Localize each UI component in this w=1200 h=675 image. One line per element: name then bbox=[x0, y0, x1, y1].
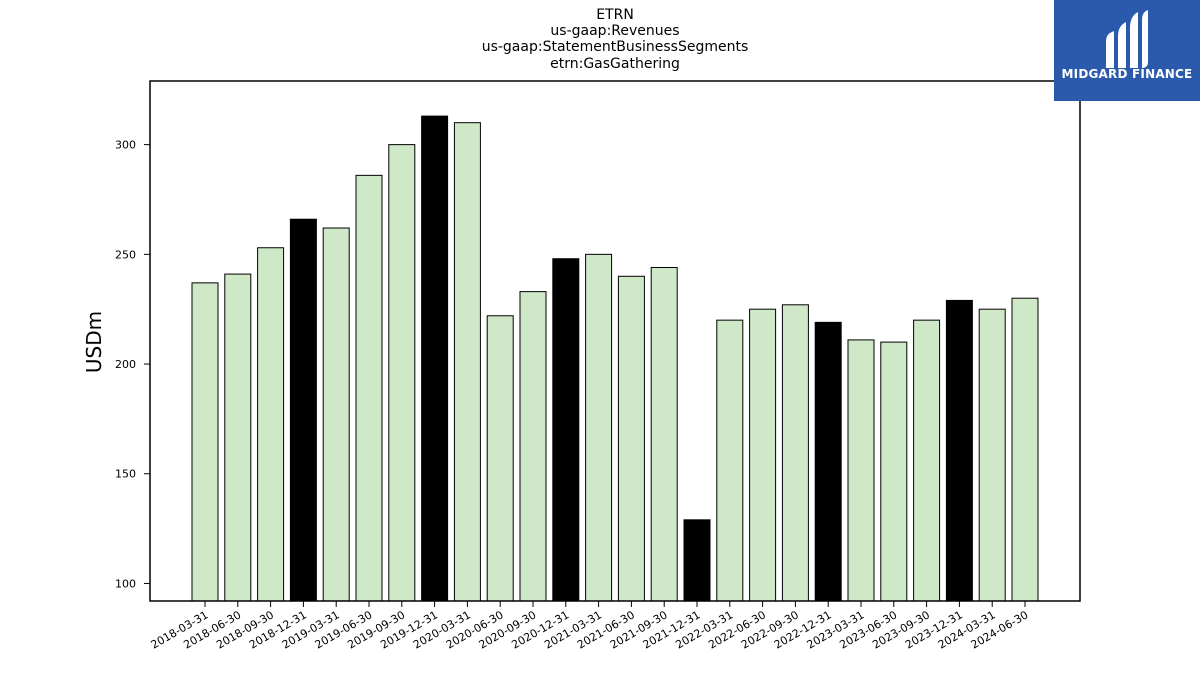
bar-2023-09-30 bbox=[913, 319, 941, 602]
bar-2019-06-30 bbox=[355, 174, 383, 602]
y-tick-label-300: 300 bbox=[115, 139, 136, 152]
bar-2024-06-30 bbox=[1011, 297, 1039, 602]
bar-2021-03-31 bbox=[585, 253, 613, 602]
bar-2023-12-31 bbox=[945, 299, 973, 602]
bar-2019-09-30 bbox=[388, 144, 416, 602]
midgard-finance-logo: MIDGARD FINANCE bbox=[1054, 0, 1200, 101]
chart-title-line-3: us-gaap:StatementBusinessSegments bbox=[481, 39, 749, 55]
y-tick-label-100: 100 bbox=[115, 577, 136, 590]
plot-frame bbox=[149, 80, 1081, 602]
bar-2021-12-31 bbox=[683, 519, 711, 602]
bar-2019-03-31 bbox=[322, 227, 350, 602]
chart-title-line-4: etrn:GasGathering bbox=[550, 56, 680, 72]
bar-2021-06-30 bbox=[617, 275, 645, 602]
chart-title-line-2: us-gaap:Revenues bbox=[550, 23, 680, 39]
bar-2022-03-31 bbox=[716, 319, 744, 602]
bar-2020-09-30 bbox=[519, 291, 547, 602]
bar-2020-06-30 bbox=[486, 315, 514, 602]
bar-2019-12-31 bbox=[421, 115, 449, 602]
bar-2018-09-30 bbox=[257, 247, 285, 602]
bar-2022-09-30 bbox=[781, 304, 809, 602]
bar-2023-03-31 bbox=[847, 339, 875, 602]
bar-2018-06-30 bbox=[224, 273, 252, 602]
y-tick-label-250: 250 bbox=[115, 248, 136, 261]
bar-2024-03-31 bbox=[978, 308, 1006, 602]
bar-2022-12-31 bbox=[814, 321, 842, 602]
bar-2021-09-30 bbox=[650, 266, 678, 602]
y-tick-label-200: 200 bbox=[115, 358, 136, 371]
logo-mark-icon bbox=[1106, 10, 1148, 68]
bar-2020-03-31 bbox=[453, 122, 481, 602]
bar-2018-12-31 bbox=[289, 218, 317, 602]
bar-2023-06-30 bbox=[880, 341, 908, 602]
bar-2020-12-31 bbox=[552, 258, 580, 602]
bar-2018-03-31 bbox=[191, 282, 219, 602]
chart-title-line-1: ETRN bbox=[596, 7, 634, 23]
logo-text: MIDGARD FINANCE bbox=[1061, 67, 1193, 81]
bar-2022-06-30 bbox=[749, 308, 777, 602]
y-tick-label-150: 150 bbox=[115, 468, 136, 481]
